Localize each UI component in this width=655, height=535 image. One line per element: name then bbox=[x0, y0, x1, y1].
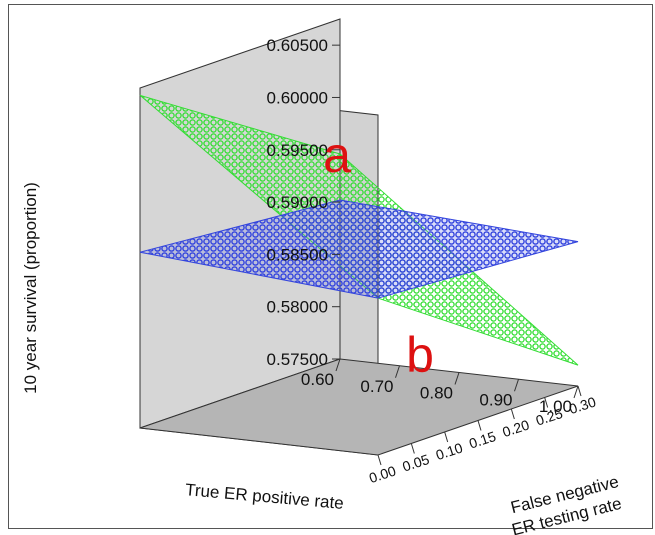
z-tick-label: 0.15 bbox=[467, 428, 498, 452]
z-tick-mark bbox=[510, 408, 515, 420]
z-tick-mark bbox=[477, 420, 482, 431]
z-tick-label: 0.10 bbox=[434, 439, 465, 463]
y-tick-label: 0.59500 bbox=[267, 141, 328, 160]
z-tick-mark bbox=[444, 431, 449, 443]
y-tick-label: 0.58500 bbox=[267, 245, 328, 264]
x-tick-mark bbox=[454, 372, 460, 385]
z-tick-label: 0.05 bbox=[400, 451, 431, 475]
x-tick-mark bbox=[573, 385, 579, 399]
z-tick-mark bbox=[377, 454, 382, 466]
x-tick-mark bbox=[514, 379, 519, 392]
y-tick-label: 0.57500 bbox=[267, 350, 328, 369]
chart-frame bbox=[8, 4, 653, 529]
z-tick-mark bbox=[410, 443, 415, 454]
x-tick-mark bbox=[395, 365, 400, 378]
x-tick-label: 0.60 bbox=[301, 370, 334, 389]
x-tick-label: 1.00 bbox=[539, 397, 572, 416]
y-axis-ticks: 0.57500 0.58000 0.58500 0.59000 0.59500 0.600… bbox=[267, 36, 340, 369]
z-tick-label: 0.00 bbox=[367, 462, 398, 486]
x-tick-label: 0.70 bbox=[360, 377, 393, 396]
y-tick-label: 0.60500 bbox=[267, 36, 328, 55]
x-tick-mark bbox=[335, 358, 341, 372]
x-tick-label: 0.80 bbox=[420, 384, 453, 403]
y-tick-label: 0.58000 bbox=[267, 298, 328, 317]
y-tick-label: 0.59000 bbox=[267, 193, 328, 212]
surfaces bbox=[139, 94, 579, 366]
y-tick-label: 0.60000 bbox=[267, 88, 328, 107]
z-tick-mark bbox=[577, 385, 582, 397]
surface-a-label: a bbox=[323, 127, 351, 183]
x-tick-label: 0.90 bbox=[479, 390, 512, 409]
x-axis-title: True ER positive rate bbox=[184, 480, 344, 513]
y-axis-title: 10 year survival (proportion) bbox=[21, 182, 40, 394]
z-tick-label: 0.20 bbox=[500, 416, 531, 440]
surface-b-label: b bbox=[406, 327, 434, 383]
x-axis-ticks: 0.60 0.70 0.80 0.90 1.00 bbox=[301, 358, 579, 416]
z-tick-mark bbox=[544, 397, 549, 408]
surface-b bbox=[139, 199, 579, 299]
